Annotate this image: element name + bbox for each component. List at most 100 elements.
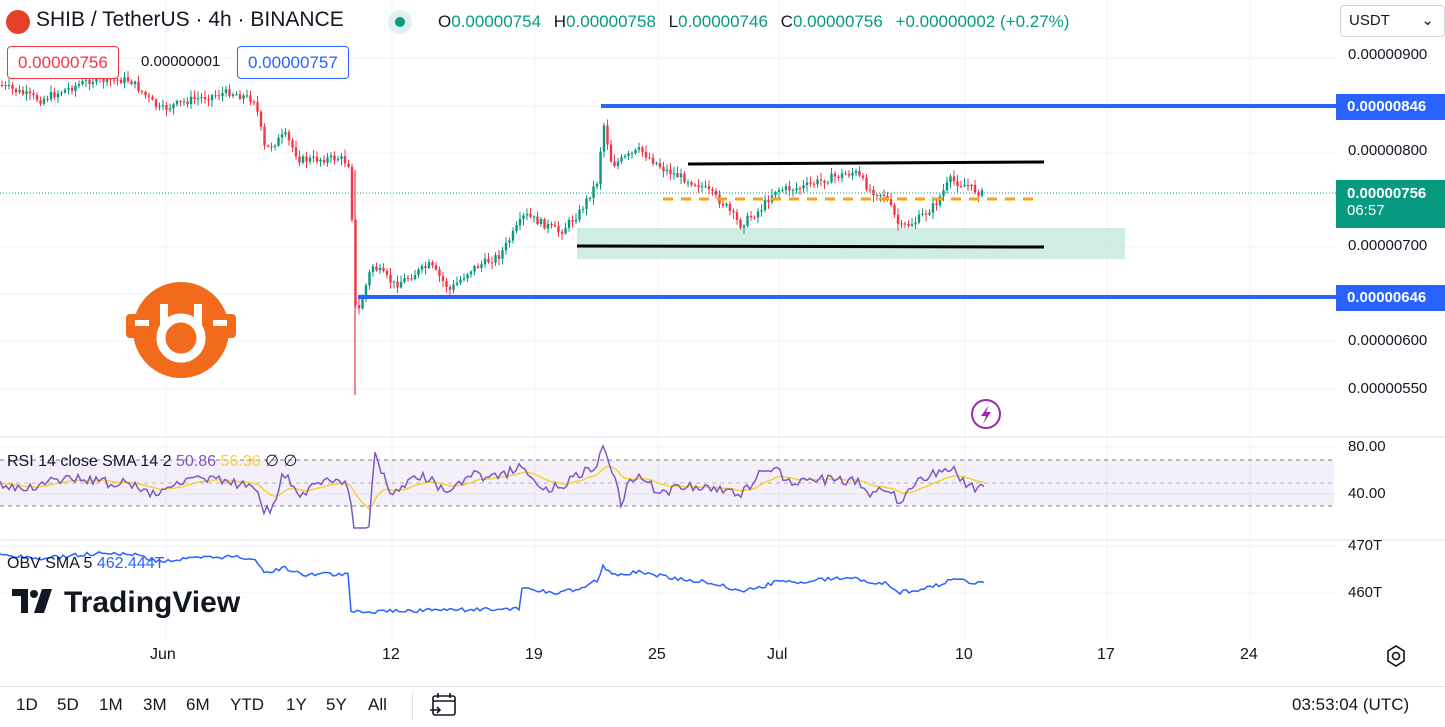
chart-settings-icon[interactable] [1384,644,1408,668]
candle-body [452,284,455,290]
timeframe-1d-button[interactable]: 1D [16,695,38,714]
candle-body [186,101,189,105]
timeframe-6m-button[interactable]: 6M [186,695,210,714]
candle-body [123,77,126,84]
candle-body [595,183,599,187]
candle-body [455,282,459,285]
candle-body [802,185,805,189]
low-value: 0.00000746 [678,12,768,31]
candle-body [231,94,235,97]
candle-body [728,203,732,211]
timeframe-3m-button[interactable]: 3M [143,695,167,714]
shib-coin-icon [6,10,30,34]
market-status-icon[interactable] [388,10,412,34]
candle-body [865,177,868,190]
candle-body [711,189,714,192]
candle-body [777,190,781,192]
candle-body [613,161,616,166]
candle-body [364,285,368,299]
candle-body [46,98,49,100]
candle-body [291,140,294,148]
timeframe-ytd-button[interactable]: YTD [230,695,264,714]
candle-body [889,199,893,206]
tradingview-logo[interactable]: TradingView [12,586,240,621]
timeframe-all-button[interactable]: All [368,695,387,714]
candle-body [725,203,728,206]
candle-body [277,137,280,146]
brand-watermark-icon [126,282,236,378]
candle-body [368,272,371,286]
obv-legend[interactable]: OBV SMA 5 462.444T [7,555,164,573]
candle-body [130,81,133,85]
candle-body [361,298,364,309]
candle-body [312,156,315,158]
timeframe-1m-button[interactable]: 1M [99,695,123,714]
candle-body [294,147,298,157]
candle-body [448,287,452,290]
candle-body [263,126,266,146]
timeframe-5d-button[interactable]: 5D [57,695,79,714]
candle-body [427,262,431,268]
candle-body [644,152,648,158]
candle-body [336,158,340,161]
candle-body [924,213,928,215]
price-axis-label: 0.00000800 [1348,142,1428,159]
price-axis-label: 0.00000900 [1348,46,1428,63]
candle-body [949,176,952,183]
candle-body [592,186,595,198]
candle-body [676,173,679,178]
candle-body [707,186,711,190]
candle-body [858,171,861,176]
rsi-line [0,444,985,529]
resistance-price-badge: 0.00000846 [1336,94,1445,120]
candle-body [651,157,655,164]
candle-body [641,147,644,153]
candle-body [494,255,497,263]
candle-body [175,100,179,105]
candle-body [95,76,98,82]
obv-value: 462.444T [96,555,165,572]
time-axis-label: 10 [955,646,973,663]
time-axis-label: Jul [767,646,788,663]
candle-body [616,161,620,166]
candle-body [483,258,487,265]
support-price-badge: 0.00000646 [1336,285,1445,311]
candle-body [665,169,669,172]
candle-body [441,276,445,281]
obv-params: SMA 5 [45,555,93,572]
candle-body [756,211,760,218]
candle-body [732,210,735,213]
candle-body [816,179,819,185]
candle-body [249,95,252,102]
candle-body [861,175,865,178]
candle-body [375,266,378,271]
candle-body [53,92,56,98]
buy-button[interactable]: 0.00000757 [237,46,349,79]
currency-select[interactable]: USDT ⌄ [1340,5,1445,37]
candle-body [256,102,259,112]
candle-body [784,186,788,190]
candle-body [396,281,399,288]
candle-body [382,267,385,272]
rsi-extra: ∅ ∅ [265,453,298,470]
timeframe-5y-button[interactable]: 5Y [326,695,347,714]
candle-body [763,200,767,211]
candle-body [357,305,361,309]
utc-clock[interactable]: 03:53:04 (UTC) [1292,695,1410,714]
timeframe-1y-button[interactable]: 1Y [286,695,307,714]
candle-body [928,212,931,215]
symbol-title[interactable]: SHIB / TetherUS · 4h · BINANCE [36,8,344,31]
candle-body [522,215,525,220]
rsi-legend[interactable]: RSI 14 close SMA 14 2 50.86 56.36 ∅ ∅ [7,451,297,471]
candle-body [917,214,921,223]
toolbar-divider [412,692,413,720]
support-zone [577,228,1125,259]
candle-body [4,85,7,87]
sell-button[interactable]: 0.00000756 [7,46,119,79]
date-range-icon[interactable] [428,690,458,720]
candle-body [56,93,60,98]
candle-body [32,93,35,96]
candlestick-series [0,71,984,395]
candle-body [340,156,343,159]
